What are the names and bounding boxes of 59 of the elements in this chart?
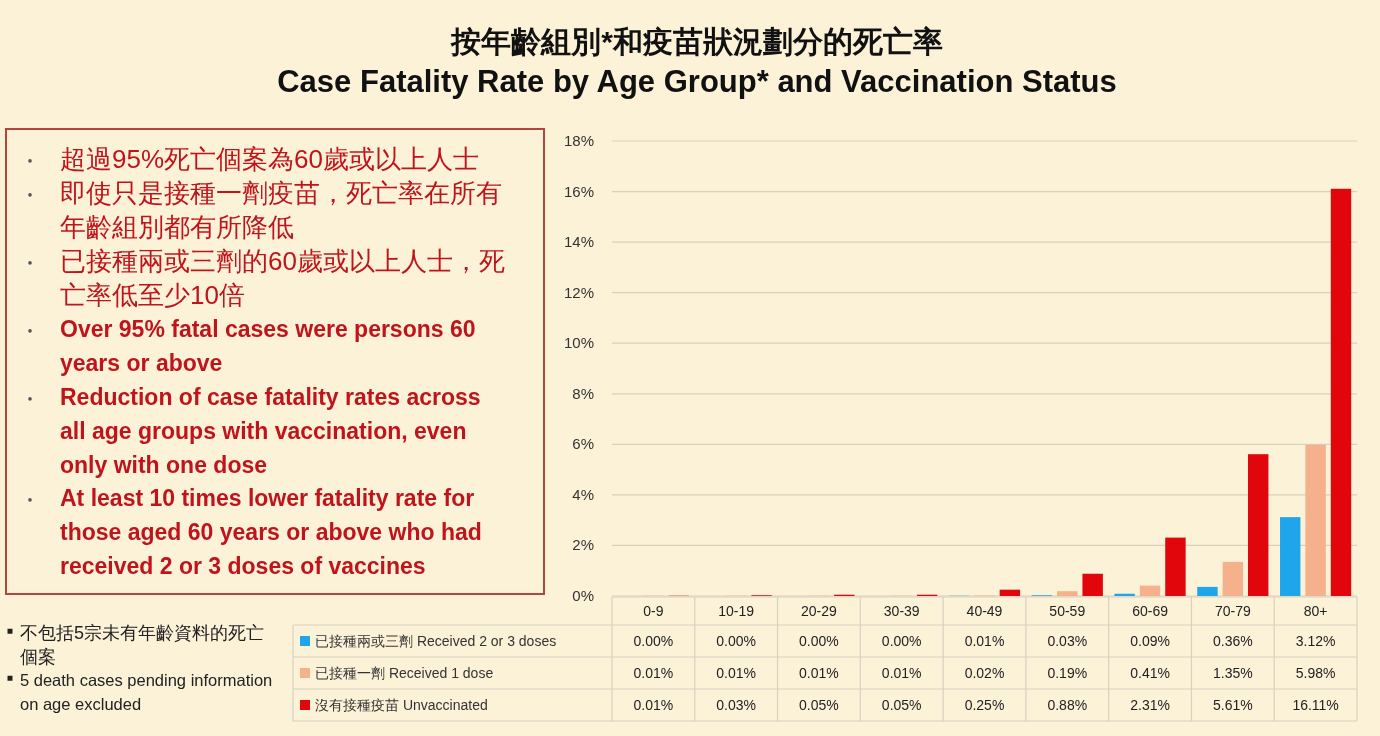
annotation: 不包括5宗未有年齡資料的死亡個案 xyxy=(20,622,265,669)
legend-label: 已接種兩或三劑 Received 2 or 3 doses xyxy=(315,633,557,649)
value-label: 0.41% xyxy=(1130,665,1170,681)
value-label: 0.00% xyxy=(633,633,674,649)
value-label: 0.01% xyxy=(799,665,839,681)
annotation: At least 10 times lower fatality rate for those aged 60 years or above who had received 2 or 3 doses of vaccines xyxy=(60,484,483,581)
subtitle: Case Fatality Rate by Age Group* and Vaccination Status xyxy=(277,64,1117,99)
value-label: 2.31% xyxy=(1130,697,1170,713)
annotation: 已接種兩或三劑的60歲或以上人士，死亡率低至少10倍 xyxy=(60,245,506,312)
value-label: 0.03% xyxy=(1047,633,1088,649)
value-label: 1.35% xyxy=(1213,665,1253,681)
value-label: 0.03% xyxy=(716,697,756,713)
value-label: 0.09% xyxy=(1130,633,1170,649)
value-label: 0.05% xyxy=(881,697,922,713)
value-label: 0.88% xyxy=(1047,697,1088,713)
value-label: 0.00% xyxy=(799,633,839,649)
value-label: 0.01% xyxy=(964,633,1005,649)
value-label: 3.12% xyxy=(1295,633,1336,649)
ytick: 14% xyxy=(563,233,594,251)
ytick: 2% xyxy=(572,536,594,554)
value-label: 0.00% xyxy=(716,633,756,649)
value-label: 0.01% xyxy=(633,697,674,713)
annotation: 即使只是接種一劑疫苗，死亡率在所有年齡組別都有所降低 xyxy=(60,177,503,244)
xtick: 70-79 xyxy=(1214,603,1251,619)
xtick: 80+ xyxy=(1303,603,1328,619)
value-label: 5.61% xyxy=(1213,697,1253,713)
ytick: 0% xyxy=(572,587,594,604)
ytick: 8% xyxy=(572,384,594,402)
annotation: 5 death cases pending information on age excluded xyxy=(20,670,274,715)
annotation: Over 95% fatal cases were persons 60 years or above xyxy=(60,315,477,378)
value-label: 0.19% xyxy=(1047,665,1088,681)
xtick: 0-9 xyxy=(643,603,664,619)
title: 按年齡組別*和疫苗狀況劃分的死亡率 xyxy=(451,25,943,58)
xtick: 60-69 xyxy=(1132,603,1168,619)
value-label: 5.98% xyxy=(1295,665,1336,681)
ytick: 16% xyxy=(563,182,594,200)
value-label: 0.01% xyxy=(716,665,756,681)
value-label: 0.01% xyxy=(633,665,674,681)
xtick: 40-49 xyxy=(966,603,1003,619)
xtick: 30-39 xyxy=(883,603,920,619)
value-label: 0.02% xyxy=(964,665,1005,681)
ytick: 10% xyxy=(563,334,594,352)
xtick: 10-19 xyxy=(718,603,755,619)
value-label: 0.36% xyxy=(1213,633,1253,649)
value-label: 16.11% xyxy=(1292,697,1339,713)
value-label: 0.00% xyxy=(881,633,922,649)
xtick: 20-29 xyxy=(801,603,837,619)
value-label: 0.05% xyxy=(799,697,839,713)
legend-label: 已接種一劑 Received 1 dose xyxy=(315,665,494,681)
ytick: 18% xyxy=(563,132,594,149)
value-label: 0.01% xyxy=(881,665,922,681)
legend-label: 沒有接種疫苗 Unvaccinated xyxy=(315,697,488,713)
ytick: 12% xyxy=(563,283,594,301)
annotation: 超過95%死亡個案為60歲或以上人士 xyxy=(60,143,480,176)
value-label: 0.25% xyxy=(964,697,1005,713)
xtick: 50-59 xyxy=(1049,603,1086,619)
ytick: 6% xyxy=(572,435,594,453)
ytick: 4% xyxy=(572,485,594,503)
annotation: Reduction of case fatality rates across all age groups with vaccination, even only with one dose xyxy=(60,383,482,480)
